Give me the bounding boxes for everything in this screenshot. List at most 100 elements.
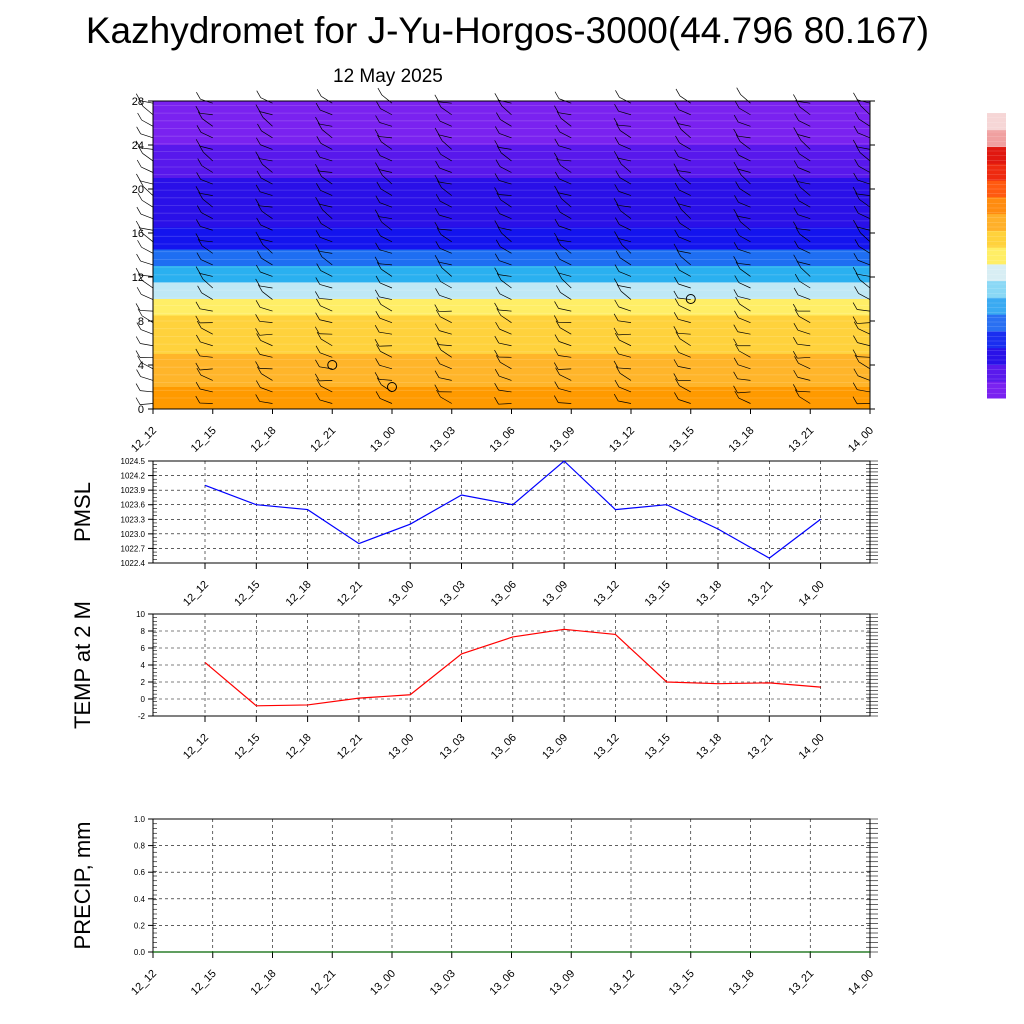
wind-barb-flag <box>854 239 860 247</box>
wind-barb <box>558 225 572 231</box>
wind-barb <box>859 279 871 289</box>
wind-barb <box>737 378 751 381</box>
wind-barb <box>379 216 393 220</box>
wind-barb-flag <box>794 356 799 364</box>
wind-barb-flag <box>734 310 739 318</box>
wind-barb-flag <box>734 101 740 109</box>
wind-barb <box>140 293 154 300</box>
wind-barb <box>679 95 691 104</box>
calm-circle <box>327 360 338 370</box>
wind-barb-flag <box>735 261 741 269</box>
wind-barb-flag <box>494 220 500 228</box>
wind-barb-flag <box>795 146 800 155</box>
wind-barb <box>260 224 273 231</box>
wind-barb <box>678 203 691 208</box>
wind-barb <box>800 186 811 196</box>
wind-barb-flag <box>614 137 620 145</box>
wind-barb <box>202 118 213 127</box>
wind-barb-flag <box>317 122 323 130</box>
wind-barb <box>499 375 512 381</box>
wind-barb <box>798 247 811 254</box>
wind-barb <box>677 297 691 300</box>
wind-barb <box>797 390 811 393</box>
wind-barb-flag <box>675 262 680 271</box>
wind-barb <box>382 175 393 185</box>
wind-barb-flag <box>614 299 620 308</box>
wind-barb-flag <box>793 94 798 102</box>
wind-barb <box>203 151 213 162</box>
wind-barb <box>558 239 572 243</box>
wind-barb-flag <box>494 187 499 195</box>
wind-barb <box>618 143 632 150</box>
wind-barb <box>501 105 512 116</box>
x-tick-label: 13_18 <box>727 425 757 455</box>
colorbar-segment <box>987 381 1006 399</box>
wind-barb <box>619 257 632 266</box>
wind-barb <box>500 246 512 254</box>
wind-barb-flag <box>616 284 622 292</box>
wind-barb <box>558 355 572 358</box>
wind-barb-flag <box>138 273 143 281</box>
colorbar-segment <box>987 146 1006 164</box>
wind-barb <box>738 235 751 243</box>
wind-barb-flag <box>257 366 262 374</box>
wind-barb-flag <box>793 160 799 168</box>
wind-barb <box>141 199 154 208</box>
x-tick-label: 13_15 <box>643 732 673 762</box>
wind-barb <box>380 235 393 243</box>
wind-barb <box>379 331 393 335</box>
wind-barb <box>441 187 452 196</box>
wind-barb <box>737 391 751 394</box>
wind-barb <box>618 110 632 116</box>
wind-barb-flag <box>255 278 260 287</box>
wind-barb-flag <box>196 219 201 227</box>
colorbar-segment <box>987 280 1006 298</box>
wind-barb <box>620 130 632 139</box>
wind-barb-flag <box>554 218 560 227</box>
wind-barb-flag <box>556 158 561 166</box>
wind-barb-flag <box>554 348 559 356</box>
wind-barb <box>319 352 333 358</box>
wind-barb-flag <box>435 356 441 364</box>
wind-barb-flag <box>494 140 499 148</box>
wind-barb-flag <box>615 170 621 178</box>
wind-barb-flag <box>316 331 322 340</box>
wind-barb <box>678 283 691 289</box>
wind-barb-flag <box>495 355 501 363</box>
wind-barb-flag <box>255 198 260 206</box>
wind-barb <box>618 124 632 127</box>
wind-barb-flag <box>613 360 619 369</box>
wind-barb <box>678 305 691 312</box>
wind-barb <box>620 163 632 173</box>
wind-barb-flag <box>734 275 740 283</box>
wind-barb <box>140 260 154 266</box>
wind-barb <box>262 291 273 300</box>
wind-barb <box>800 140 811 150</box>
wind-barb-flag <box>197 111 203 119</box>
wind-barb <box>379 296 393 300</box>
precip-panel: 0.0 0.2 0.4 0.6 0.8 1.0 12_12 12_15 12_18 12_21 13… <box>70 815 878 998</box>
x-tick-label: 13_09 <box>547 968 577 998</box>
wind-barb-flag <box>613 151 619 159</box>
wind-barb-flag <box>615 123 621 131</box>
wind-barb-flag <box>733 242 739 250</box>
x-tick-label: 13_18 <box>727 968 757 998</box>
wind-barb <box>799 153 811 162</box>
wind-barb <box>857 309 871 312</box>
wind-barb-flag <box>434 255 440 263</box>
wind-barb <box>857 375 871 381</box>
wind-barb <box>140 403 154 405</box>
x-tick-label: 13_09 <box>540 732 570 762</box>
wind-barb <box>143 186 154 196</box>
wind-barb-flag <box>794 389 800 397</box>
wind-barb-flag <box>256 217 261 226</box>
wind-barb-flag <box>733 371 738 379</box>
wind-barb <box>141 246 154 254</box>
wind-barb-flag <box>734 343 740 352</box>
wind-barb-flag <box>853 206 859 214</box>
wind-barb <box>740 174 751 185</box>
wind-barb-flag <box>138 226 144 234</box>
wind-barb <box>260 387 273 393</box>
colorbar <box>987 112 1006 399</box>
